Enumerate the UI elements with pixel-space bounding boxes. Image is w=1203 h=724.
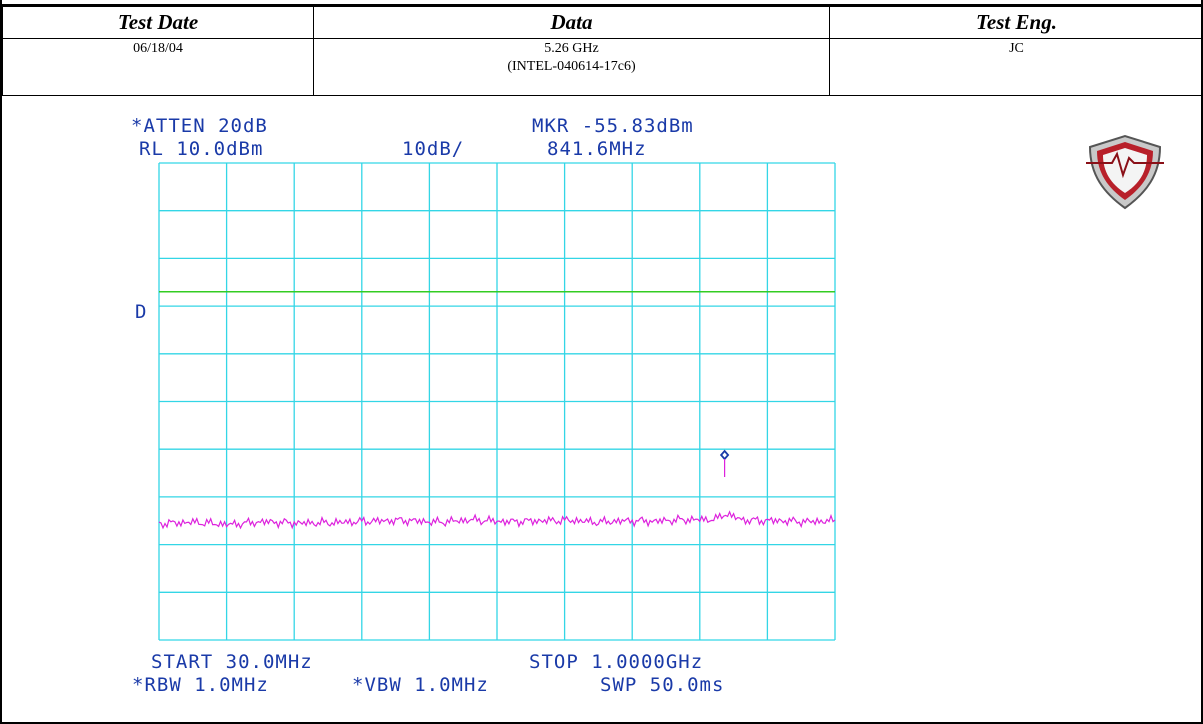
test-info-table: Test Date Data Test Eng. 06/18/04 5.26 G… (2, 6, 1203, 96)
attenuation-label: *ATTEN 20dB (131, 115, 268, 137)
spectrum-analyzer-plot: *ATTEN 20dB RL 10.0dBm 10dB/ MKR -55.83d… (2, 100, 1203, 722)
test-engineer-value: JC (829, 38, 1203, 96)
vbw-label: *VBW 1.0MHz (352, 674, 489, 696)
trace-group (158, 510, 836, 530)
test-date-header: Test Date (2, 6, 314, 39)
scale-label: 10dB/ (402, 138, 464, 160)
start-frequency-label: START 30.0MHz (151, 651, 313, 673)
test-date-value: 06/18/04 (2, 38, 314, 96)
top-rule (2, 4, 1203, 6)
marker-diamond (719, 449, 730, 461)
sweep-time-label: SWP 50.0ms (600, 674, 724, 696)
marker-level-label: MKR -55.83dBm (532, 115, 694, 137)
spectrum-plot-svg: *ATTEN 20dB RL 10.0dBm 10dB/ MKR -55.83d… (131, 115, 1164, 696)
reference-level-label: RL 10.0dBm (139, 138, 263, 160)
test-engineer-header: Test Eng. (829, 6, 1203, 39)
shield-waveform-logo-icon (1086, 134, 1164, 210)
frequency-value: 5.26 GHz (544, 41, 599, 56)
table-header-row: Test Date Data Test Eng. (2, 6, 1203, 39)
data-value: 5.26 GHz (INTEL-040614-17c6) (313, 38, 830, 96)
display-line-label: D (135, 301, 147, 323)
marker-frequency-label: 841.6MHz (547, 138, 647, 160)
spectrum-trace (158, 510, 836, 530)
device-id-value: (INTEL-040614-17c6) (507, 59, 636, 74)
data-header: Data (313, 6, 830, 39)
plot-grid (158, 162, 836, 641)
marker-group (719, 449, 730, 478)
stop-frequency-label: STOP 1.0000GHz (529, 651, 703, 673)
rbw-label: *RBW 1.0MHz (132, 674, 269, 696)
table-row: 06/18/04 5.26 GHz (INTEL-040614-17c6) JC (2, 38, 1203, 96)
